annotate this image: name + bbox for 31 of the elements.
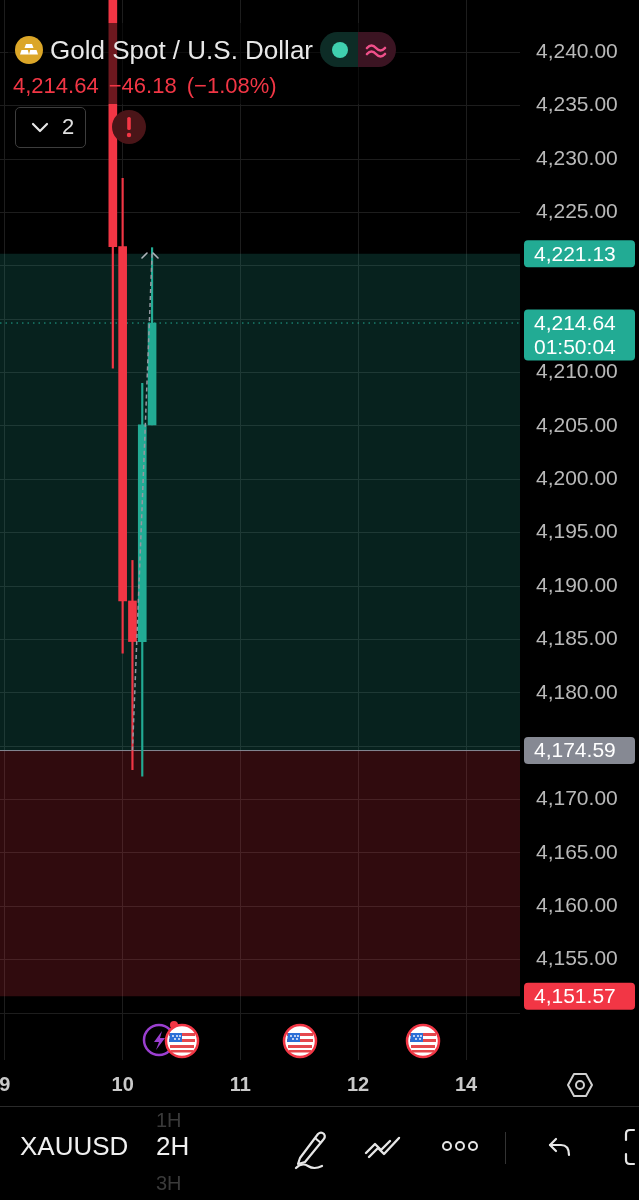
y-tick-label: 4,190.00 [536,572,618,596]
y-tick-label: 4,200.00 [536,466,618,490]
y-tick-label: 4,225.00 [536,199,618,223]
y-tick-label: 4,155.00 [536,946,618,970]
y-tick-label: 4,170.00 [536,786,618,810]
text: Gold Spot / U.S. Dollar [50,34,313,66]
text: XAUUSD [20,1131,129,1163]
y-tick-label: 4,235.00 [536,92,618,116]
text: 1H [156,1108,182,1132]
band-label: 4,221.13 [534,241,616,265]
x-tick-label: 10 [111,1072,134,1095]
text: 3H [156,1171,182,1195]
y-tick-label: 4,195.00 [536,519,618,543]
y-tick-label: 4,210.00 [536,359,618,383]
x-tick-label: 14 [454,1072,479,1095]
annotation: 2 [62,114,75,141]
y-tick-label: 4,185.00 [536,626,618,650]
ref-line-label: 4,214.64 01:50:04 [534,310,617,358]
text: 2H [156,1131,190,1163]
y-tick-label: 4,180.00 [536,679,618,703]
y-tick-label: 4,230.00 [536,145,618,169]
y-tick-label: 4,160.00 [536,893,618,917]
band-label: 4,151.57 [534,984,616,1008]
y-tick-label: 4,240.00 [536,39,618,63]
text: 4,214.64 −46.18 (−1.08%) [13,73,277,99]
x-tick-label: 12 [346,1072,370,1095]
ref-line-label: 4,174.59 [534,738,616,762]
x-tick-label: 11 [229,1072,251,1095]
y-tick-label: 4,165.00 [536,839,618,863]
x-tick-label: 9 [0,1072,11,1095]
y-tick-label: 4,205.00 [536,412,618,436]
